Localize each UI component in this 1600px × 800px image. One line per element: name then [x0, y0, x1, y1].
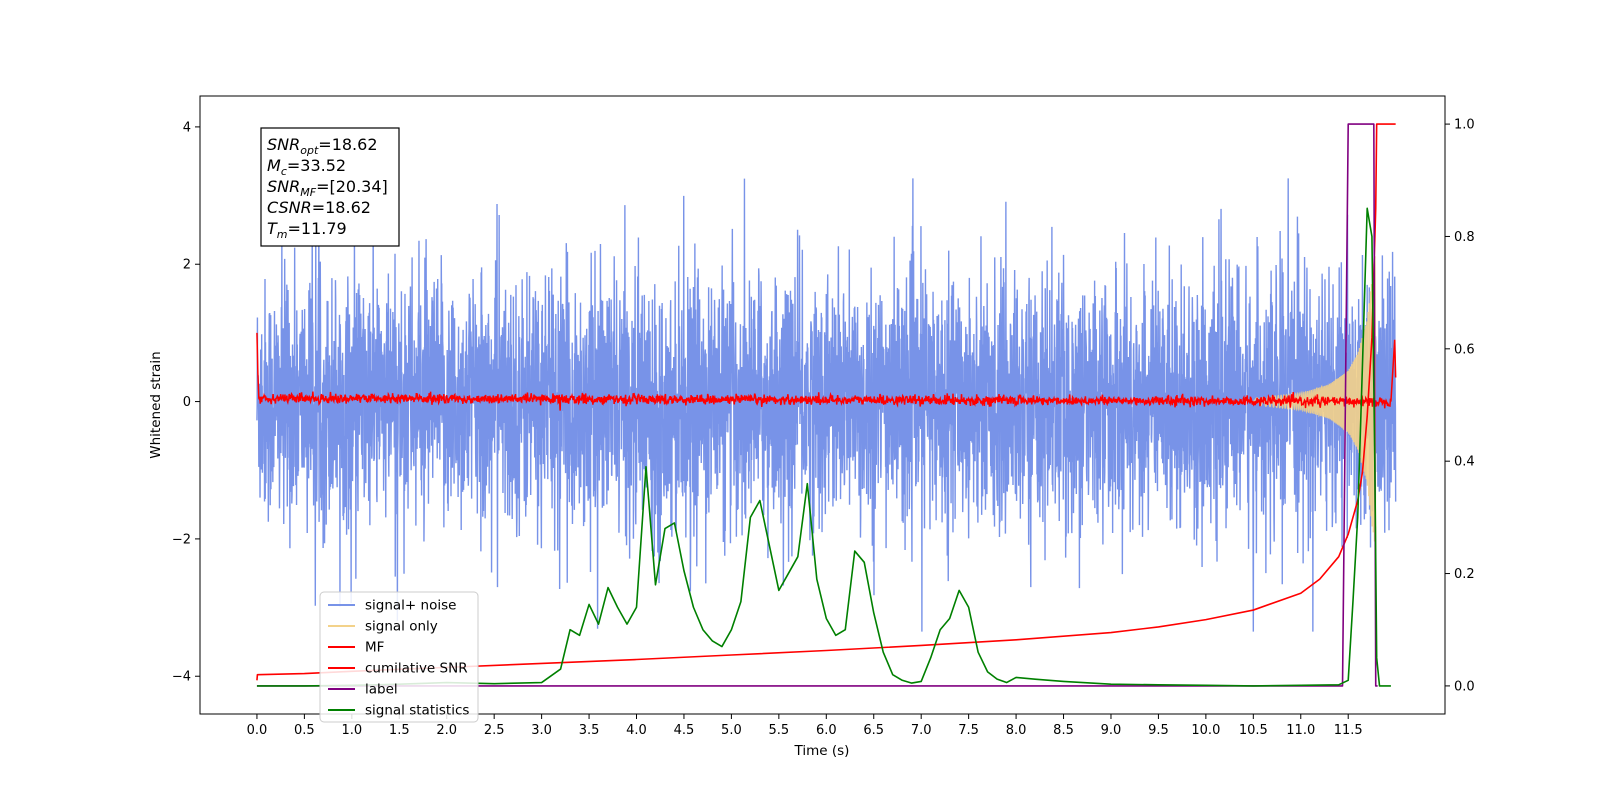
y-axis-left: −4 −2 0 2 4	[172, 120, 200, 685]
stats-annotation: SNRopt=18.62Mc=33.52SNRMF=[20.34]CSNR=18…	[260, 127, 400, 247]
x-tick-label: 1.5	[389, 723, 410, 738]
x-tick-label: 3.0	[531, 723, 552, 738]
x-tick-label: 5.0	[721, 723, 742, 738]
legend-box	[319, 591, 479, 723]
series-signal-noise	[256, 178, 1397, 632]
stats-annotation-box	[260, 127, 400, 247]
y-tick-label-right: 1.0	[1454, 118, 1475, 133]
y-tick-label-right: 0.0	[1454, 679, 1475, 694]
y-tick-label-right: 0.6	[1454, 342, 1475, 357]
x-tick-label: 9.0	[1101, 723, 1122, 738]
plot-frame	[199, 95, 1446, 715]
stat-line: SNRMF=[20.34]	[267, 177, 388, 199]
y-tick-label-right: 0.8	[1454, 230, 1475, 245]
x-tick-label: 2.0	[436, 723, 457, 738]
x-tick-label: 10.5	[1239, 723, 1268, 738]
x-tick-label: 11.0	[1286, 723, 1315, 738]
legend: signal+ noise signal only MF cumilative SNR…	[319, 591, 479, 723]
x-tick-label: 3.5	[579, 723, 600, 738]
stat-line: Tm=11.79	[267, 219, 347, 241]
stat-line: Mc=33.52	[267, 156, 346, 178]
x-tick-label: 1.0	[341, 723, 362, 738]
legend-label: signal+ noise	[365, 598, 456, 614]
x-tick-label: 10.0	[1191, 723, 1220, 738]
y-tick-label-left: 2	[183, 258, 191, 273]
y-tick-label-left: −2	[172, 532, 191, 547]
stat-line: CSNR=18.62	[267, 198, 371, 217]
legend-label: label	[365, 682, 398, 698]
x-tick-label: 4.0	[626, 723, 647, 738]
y-tick-label-right: 0.2	[1454, 567, 1475, 582]
x-tick-label: 4.5	[674, 723, 695, 738]
series-label	[256, 123, 1378, 687]
x-tick-label: 8.0	[1006, 723, 1027, 738]
legend-label: cumilative SNR	[365, 661, 468, 677]
y-axis-right: 0.0 0.2 0.4 0.6 0.8 1.0	[1445, 118, 1475, 694]
x-tick-label: 6.0	[816, 723, 837, 738]
x-tick-label: 5.5	[769, 723, 790, 738]
x-axis-label: Time (s)	[794, 743, 850, 759]
legend-label: MF	[365, 640, 384, 656]
x-tick-label: 2.5	[484, 723, 505, 738]
y-tick-label-left: −4	[172, 670, 191, 685]
series-signal-statistics	[256, 207, 1391, 687]
stat-line: SNRopt=18.62	[267, 135, 378, 157]
y-tick-label-left: 0	[183, 395, 191, 410]
series-mf	[256, 332, 1397, 411]
x-tick-label: 11.5	[1334, 723, 1363, 738]
x-tick-label: 0.5	[294, 723, 315, 738]
x-tick-label: 0.0	[247, 723, 268, 738]
x-tick-label: 6.5	[863, 723, 884, 738]
x-tick-label: 7.0	[911, 723, 932, 738]
x-tick-label: 8.5	[1053, 723, 1074, 738]
y-axis-label: Whitened strain	[148, 351, 164, 458]
x-tick-label: 9.5	[1148, 723, 1169, 738]
x-tick-label: 7.5	[958, 723, 979, 738]
legend-label: signal statistics	[365, 703, 469, 719]
y-tick-label-right: 0.4	[1454, 455, 1475, 470]
x-axis: 0.0 0.5 1.0 1.5 2.0 2.5 3.0 3.5 4.0 4.5 5.0 5.5 6.0 6…	[247, 714, 1363, 738]
legend-label: signal only	[365, 619, 438, 635]
y-tick-label-left: 4	[183, 120, 191, 135]
